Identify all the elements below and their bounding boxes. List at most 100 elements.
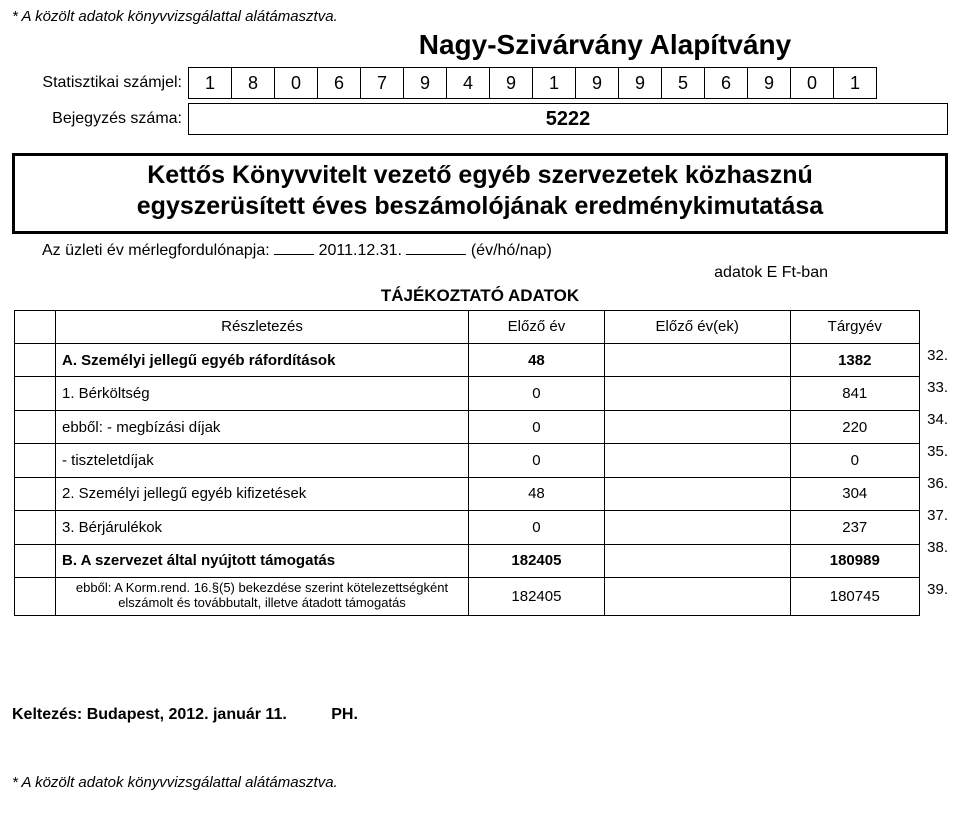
stat-digit: 1 (532, 67, 575, 99)
date-suffix: (év/hó/nap) (471, 242, 552, 259)
cell-idx (15, 544, 56, 577)
table-row: 1. Bérköltség0 841 (15, 377, 920, 410)
reg-label: Bejegyzés száma: (12, 110, 188, 128)
col-desc: Részletezés (56, 310, 469, 343)
cell-desc: - tiszteletdíjak (56, 444, 469, 477)
cell-curr: 841 (790, 377, 919, 410)
date-line: Az üzleti év mérlegfordulónapja: 2011.12… (42, 242, 948, 260)
cell-prev-more (604, 444, 790, 477)
doc-title-line1: Kettős Könyvvitelt vezető egyéb szerveze… (25, 160, 935, 191)
col-blank (15, 310, 56, 343)
cell-desc: 3. Bérjárulékok (56, 511, 469, 544)
cell-desc: ebből: A Korm.rend. 16.§(5) bekezdése sz… (56, 578, 469, 616)
unit-row: adatok E Ft-ban (12, 264, 948, 282)
stat-row: Statisztikai számjel: 1806794919956901 (12, 67, 948, 99)
cell-curr: 1382 (790, 343, 919, 376)
cell-prev-more (604, 511, 790, 544)
cell-prev: 48 (469, 343, 605, 376)
stat-digit: 9 (618, 67, 661, 99)
cell-prev: 48 (469, 477, 605, 510)
table-row: ebből: A Korm.rend. 16.§(5) bekezdése sz… (15, 578, 920, 616)
cell-idx (15, 377, 56, 410)
cell-curr: 180989 (790, 544, 919, 577)
table-row: - tiszteletdíjak00 (15, 444, 920, 477)
table-row: 3. Bérjárulékok0 237 (15, 511, 920, 544)
cell-idx (15, 410, 56, 443)
row-number: 36. (924, 475, 948, 492)
stat-digit: 4 (446, 67, 489, 99)
cell-curr: 0 (790, 444, 919, 477)
stat-digit: 1 (833, 67, 877, 99)
top-note: * A közölt adatok könyvvizsgálattal alát… (12, 8, 948, 25)
date-value: 2011.12.31. (319, 242, 402, 259)
row-number: 33. (924, 379, 948, 396)
stat-digit: 6 (704, 67, 747, 99)
cell-idx (15, 511, 56, 544)
stat-digit: 5 (661, 67, 704, 99)
org-title: Nagy-Szivárvány Alapítvány (262, 29, 948, 61)
doc-title-line2: egyszerüsített éves beszámolójának eredm… (25, 191, 935, 222)
unit-text: adatok E Ft-ban (714, 264, 828, 282)
row-number: 34. (924, 411, 948, 428)
stat-digit: 9 (747, 67, 790, 99)
cell-curr: 237 (790, 511, 919, 544)
col-prev: Előző év (469, 310, 605, 343)
table-row: ebből: - megbízási díjak0 220 (15, 410, 920, 443)
cell-curr: 220 (790, 410, 919, 443)
cell-prev-more (604, 477, 790, 510)
cell-prev-more (604, 544, 790, 577)
stat-digit: 0 (274, 67, 317, 99)
stat-digit: 9 (489, 67, 532, 99)
cell-prev-more (604, 377, 790, 410)
reg-number: 5222 (188, 103, 948, 135)
table-row: 2. Személyi jellegű egyéb kifizetések48 3… (15, 477, 920, 510)
cell-prev-more (604, 410, 790, 443)
col-curr: Tárgyév (790, 310, 919, 343)
data-table-wrap: RészletezésElőző évElőző év(ek)TárgyévA.… (12, 306, 948, 616)
stat-label: Statisztikai számjel: (12, 74, 188, 92)
cell-desc: ebből: - megbízási díjak (56, 410, 469, 443)
stat-digit: 1 (188, 67, 231, 99)
stat-digit: 7 (360, 67, 403, 99)
row-number: 39. (924, 581, 948, 598)
section-title: TÁJÉKOZTATÓ ADATOK (12, 286, 948, 306)
stat-digit: 9 (575, 67, 618, 99)
cell-prev: 0 (469, 511, 605, 544)
date-label: Az üzleti év mérlegfordulónapja: (42, 242, 270, 259)
table-row: A. Személyi jellegű egyéb ráfordítások48… (15, 343, 920, 376)
cell-desc: B. A szervezet által nyújtott támogatás (56, 544, 469, 577)
signing-city: Keltezés: Budapest, 2012. január 11. (12, 706, 287, 723)
cell-idx (15, 343, 56, 376)
cell-curr: 304 (790, 477, 919, 510)
signing-line: Keltezés: Budapest, 2012. január 11. PH. (12, 706, 948, 724)
cell-desc: 1. Bérköltség (56, 377, 469, 410)
cell-prev: 182405 (469, 544, 605, 577)
cell-prev: 0 (469, 444, 605, 477)
doc-title-box: Kettős Könyvvitelt vezető egyéb szerveze… (12, 153, 948, 234)
stat-digit: 9 (403, 67, 446, 99)
row-number: 32. (924, 347, 948, 364)
cell-prev-more (604, 343, 790, 376)
row-number: 38. (924, 539, 948, 556)
cell-idx (15, 477, 56, 510)
reg-row: Bejegyzés száma: 5222 (12, 103, 948, 135)
row-number: 37. (924, 507, 948, 524)
footer-note: * A közölt adatok könyvvizsgálattal alát… (12, 774, 948, 791)
stat-digits: 1806794919956901 (188, 67, 877, 99)
stat-digit: 8 (231, 67, 274, 99)
cell-curr: 180745 (790, 578, 919, 616)
cell-prev-more (604, 578, 790, 616)
cell-prev: 0 (469, 410, 605, 443)
signing-ph: PH. (331, 706, 358, 724)
cell-prev: 0 (469, 377, 605, 410)
cell-idx (15, 578, 56, 616)
stat-digit: 6 (317, 67, 360, 99)
cell-prev: 182405 (469, 578, 605, 616)
cell-idx (15, 444, 56, 477)
col-prev-more: Előző év(ek) (604, 310, 790, 343)
row-number: 35. (924, 443, 948, 460)
cell-desc: A. Személyi jellegű egyéb ráfordítások (56, 343, 469, 376)
cell-desc: 2. Személyi jellegű egyéb kifizetések (56, 477, 469, 510)
table-row: B. A szervezet által nyújtott támogatás1… (15, 544, 920, 577)
stat-digit: 0 (790, 67, 833, 99)
